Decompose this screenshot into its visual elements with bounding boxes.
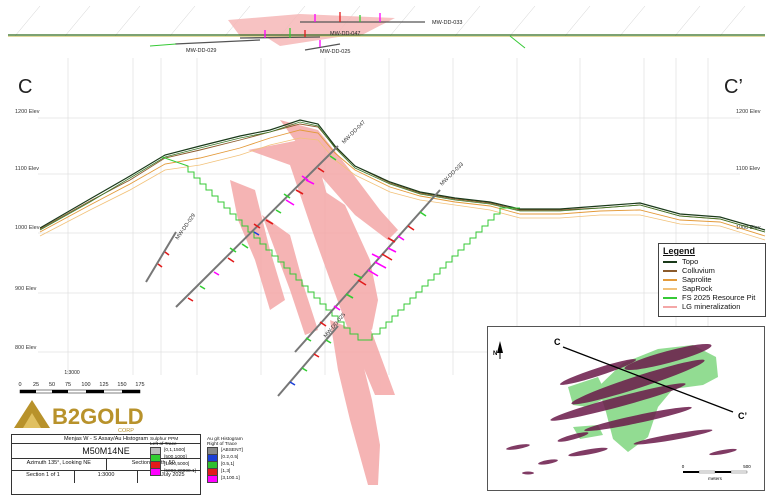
inset-mineralization [506,343,737,475]
north-label: N [493,351,497,357]
scale-tick: 0 [18,382,21,388]
elevation-label: 900 Elev [15,286,37,292]
drillhole-label: MW-DD-033 [439,162,465,188]
scale-ratio: 1:3000 [64,370,80,376]
inset-scale-tick: 500 [743,464,751,469]
legend-item: LG mineralization [663,302,761,311]
legend-item: FS 2025 Resource Pit [663,293,761,302]
scale-tick: 100 [81,382,90,388]
sulphur-key: Sulphur PPM Left of Trace [0,1,1500] [50… [150,437,196,476]
elevation-label: 1100 Elev [736,166,760,172]
elevation-label: 1100 Elev [15,166,39,172]
scale-tick: 125 [99,382,108,388]
inset-end-label: C’ [738,411,747,421]
au-key-item: [3,100.1] [207,474,243,483]
inset-start-label: C [554,337,561,347]
assay-histogram-bars [157,155,427,386]
elevation-label: 1200 Elev [15,109,40,115]
elevation-label: 800 Elev [15,345,37,351]
legend-item: Saprolite [663,275,761,284]
inset-scale-tick: 0 [682,464,685,469]
plan-view-strip: MW-DD-033 MW-DD-047 MW-DD-029 MW-DD-025 [8,5,765,55]
drillhole-label: MW-DD-029 [175,213,197,241]
section-start-label: C [18,76,32,98]
scale-tick: 175 [135,382,144,388]
legend-item: Topo [663,257,761,266]
au-key-subtitle: Right of Trace [207,442,237,447]
au-key: Au g/t Histogram Right of Trace [ABSENT]… [207,437,243,483]
north-arrow-icon: N [493,341,503,359]
legend-title: Legend [663,246,696,256]
sulphur-key-subtitle: Left of Trace [150,442,177,447]
scale-bar: 1:3000 0 25 50 75 100 125 150 175 [18,370,145,394]
logo-sub: CORP [118,428,134,434]
legend-item: SapRock [663,284,761,293]
topography [39,119,766,241]
plan-hole-label: MW-DD-029 [186,48,216,54]
legend-item: Colluvium [663,266,761,275]
drillhole-label: MW-DD-047 [341,120,367,146]
scale-tick: 75 [65,382,71,388]
logo-brand: B2GOLD [52,404,144,429]
inset-map: C C’ N 0 500 meters [487,326,765,491]
elevation-label: 1000 Elev [736,225,761,231]
title-section: Section 1 of 1 [12,471,75,483]
au-key-title: Au g/t Histogram [207,437,243,442]
scale-tick: 150 [117,382,126,388]
legend-panel: Legend Topo Colluvium Saprolite SapRock … [658,243,766,317]
elevation-label: 1200 Elev [736,109,761,115]
title-name: M50M14NE [12,444,200,459]
sulphur-key-title: Sulphur PPM [150,437,179,442]
lg-mineralization [230,120,398,485]
inset-scale-unit: meters [708,476,723,481]
title-date: 30 July 2025 [153,472,185,478]
scale-tick: 25 [33,382,39,388]
plan-hole-label: MW-DD-025 [320,49,350,55]
title-azimuth: Azimuth 135°, Looking NE [12,459,107,470]
b2gold-logo-icon: B2GOLD CORP [14,400,144,434]
scale-tick: 50 [49,382,55,388]
elevation-label: 1000 Elev [15,225,40,231]
plan-hole-label: MW-DD-033 [432,20,462,26]
title-subtitle: Menjas W - S Assay/Au Histogram [12,435,200,444]
inset-section-line [562,346,734,413]
title-scale: 1:3000 [75,471,138,483]
sulphur-key-item: [5000,20000.1] [150,467,196,476]
resource-pit-outline [161,156,520,341]
plan-hole-label: MW-DD-047 [330,31,360,37]
inset-scale-bar: 0 500 meters [682,464,752,481]
section-end-label: C’ [724,76,743,98]
